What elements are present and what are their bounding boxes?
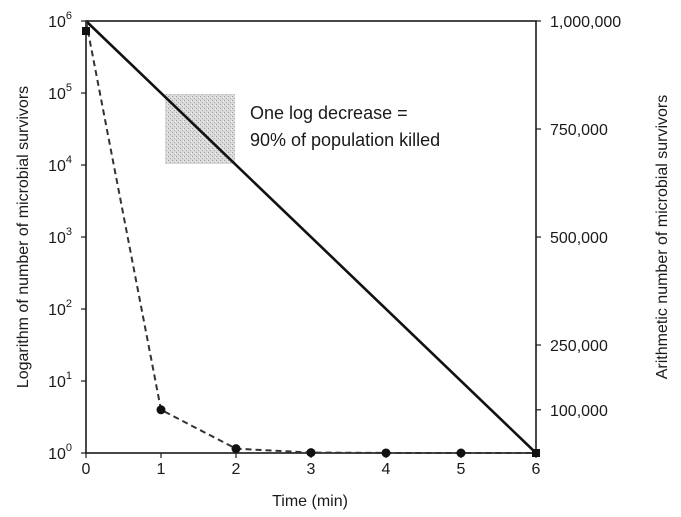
y-right-tick-label: 750,000: [550, 122, 608, 139]
y-left-tick-label: 100: [48, 442, 72, 463]
y-right-tick-label: 100,000: [550, 403, 608, 420]
annotation-line-2: 90% of population killed: [250, 130, 440, 150]
x-tick-label: 5: [457, 461, 466, 478]
y-left-axis-title: Logarithm of number of microbial survivo…: [15, 86, 32, 388]
y-right-axis-ticks: 1,000,000 750,000 500,000 250,000 100,000: [536, 14, 621, 420]
y-left-tick-label: 102: [48, 298, 72, 319]
series-layer: [82, 20, 540, 458]
x-tick-label: 0: [82, 461, 91, 478]
y-left-tick-label: 106: [48, 10, 72, 31]
y-right-tick-label: 250,000: [550, 338, 608, 355]
data-point: [306, 448, 316, 458]
x-tick-label: 1: [157, 461, 166, 478]
y-right-tick-label: 1,000,000: [550, 14, 621, 31]
x-tick-label: 6: [532, 461, 541, 478]
data-point: [156, 405, 166, 415]
y-right-axis-title: Arithmetic number of microbial survivors: [654, 95, 671, 380]
y-right-tick-label: 500,000: [550, 230, 608, 247]
y-left-axis-ticks: 100 101 102 103 104 105 106: [48, 10, 86, 463]
y-left-tick-label: 104: [48, 154, 72, 175]
y-left-tick-label: 105: [48, 82, 72, 103]
log-decrease-line: [85, 20, 537, 454]
x-tick-label: 3: [307, 461, 316, 478]
data-point: [231, 444, 241, 454]
data-point: [82, 27, 90, 35]
annotation-line-1: One log decrease =: [250, 103, 408, 123]
y-left-tick-label: 103: [48, 226, 72, 247]
data-point: [381, 448, 391, 458]
data-point: [456, 448, 466, 458]
x-tick-label: 2: [232, 461, 241, 478]
x-tick-label: 4: [382, 461, 391, 478]
x-axis-title: Time (min): [272, 493, 348, 510]
y-left-tick-label: 101: [48, 370, 72, 391]
data-point: [532, 448, 540, 457]
annotation: One log decrease = 90% of population kil…: [250, 103, 440, 150]
